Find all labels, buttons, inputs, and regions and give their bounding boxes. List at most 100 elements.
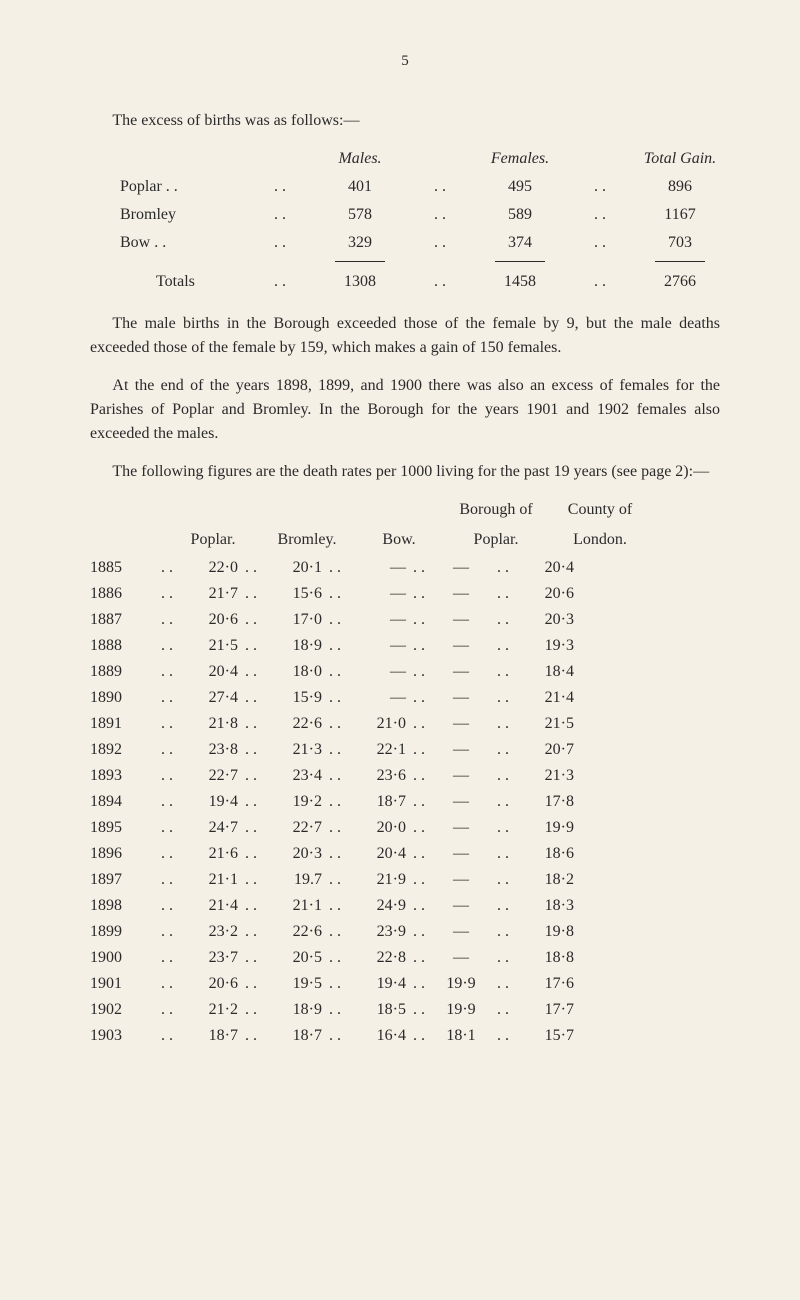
table-row: 1886. .21·7. .15·6. .—. .—. .20·6 xyxy=(90,582,720,606)
dots: . . xyxy=(406,790,432,814)
dots: . . xyxy=(154,894,180,918)
rates-header: Poplar. Bromley. Bow. Poplar. London. xyxy=(90,528,720,552)
page-number: 5 xyxy=(90,50,720,73)
dots: . . xyxy=(238,972,264,996)
cell-bow: 24·9 xyxy=(348,894,406,918)
cell-year: 1899 xyxy=(90,920,154,944)
cell-bow: 23·6 xyxy=(348,764,406,788)
dots: . . xyxy=(238,608,264,632)
dots: . . xyxy=(154,998,180,1022)
cell-poplar: 21·4 xyxy=(180,894,238,918)
intro-text: The excess of births was as follows:— xyxy=(90,109,720,133)
dots: . . xyxy=(154,738,180,762)
dots: . . xyxy=(580,231,620,255)
cell-bow: — xyxy=(348,686,406,710)
dots: . . xyxy=(322,816,348,840)
cell-year: 1897 xyxy=(90,868,154,892)
table-row: 1885. .22·0. .20·1. .—. .—. .20·4 xyxy=(90,556,720,580)
cell-bow: 19·4 xyxy=(348,972,406,996)
cell-bow: 22·8 xyxy=(348,946,406,970)
totals-males: 1308 xyxy=(300,270,420,294)
cell-borough: 18·1 xyxy=(432,1024,490,1048)
page: 5 The excess of births was as follows:— … xyxy=(0,0,800,1110)
dots: . . xyxy=(322,634,348,658)
dots: . . xyxy=(490,556,516,580)
cell-females: 495 xyxy=(460,175,580,199)
cell-poplar: 23·7 xyxy=(180,946,238,970)
totals-label: Totals xyxy=(120,270,260,294)
dots: . . xyxy=(260,231,300,255)
dots: . . xyxy=(322,1024,348,1048)
cell-borough: — xyxy=(432,686,490,710)
cell-females: 374 xyxy=(460,231,580,255)
dots: . . xyxy=(322,868,348,892)
cell-year: 1888 xyxy=(90,634,154,658)
cell-london: 20·6 xyxy=(516,582,574,606)
cell-london: 19·9 xyxy=(516,816,574,840)
dots: . . xyxy=(406,712,432,736)
cell-london: 18·3 xyxy=(516,894,574,918)
cell-borough: 19·9 xyxy=(432,972,490,996)
cell-males: 329 xyxy=(300,231,420,255)
dots: . . xyxy=(406,1024,432,1048)
dots: . . xyxy=(154,660,180,684)
dots: . . xyxy=(238,842,264,866)
dots: . . xyxy=(322,972,348,996)
dots: . . xyxy=(322,712,348,736)
cell-year: 1903 xyxy=(90,1024,154,1048)
cell-bromley: 21·3 xyxy=(264,738,322,762)
cell-london: 19·8 xyxy=(516,920,574,944)
cell-london: 21·5 xyxy=(516,712,574,736)
table-row: Bromley . . 578 . . 589 . . 1167 xyxy=(120,203,750,227)
cell-bow: 16·4 xyxy=(348,1024,406,1048)
dots: . . xyxy=(490,608,516,632)
cell-bow: 23·9 xyxy=(348,920,406,944)
cell-females: 589 xyxy=(460,203,580,227)
cell-bromley: 18·7 xyxy=(264,1024,322,1048)
cell-bromley: 23·4 xyxy=(264,764,322,788)
dots: . . xyxy=(406,608,432,632)
dots: . . xyxy=(406,686,432,710)
row-label: Poplar . . xyxy=(120,175,260,199)
dots: . . xyxy=(154,712,180,736)
totals-row: Totals . . 1308 . . 1458 . . 2766 xyxy=(120,270,750,294)
table-row: 1903. .18·7. .18·7. .16·4. .18·1. .15·7 xyxy=(90,1024,720,1048)
cell-bromley: 18·0 xyxy=(264,660,322,684)
header-bow: Bow. xyxy=(356,528,442,552)
row-label: Bromley xyxy=(120,203,260,227)
cell-poplar: 20·6 xyxy=(180,608,238,632)
dots: . . xyxy=(238,556,264,580)
dots: . . xyxy=(420,270,460,294)
table-row: Poplar . . . . 401 . . 495 . . 896 xyxy=(120,175,750,199)
dots: . . xyxy=(406,556,432,580)
cell-london: 17·8 xyxy=(516,790,574,814)
table-row: Bow . . . . 329 . . 374 . . 703 xyxy=(120,231,750,255)
header-males: Males. xyxy=(300,147,420,171)
cell-poplar: 22·0 xyxy=(180,556,238,580)
cell-london: 19·3 xyxy=(516,634,574,658)
header-borough-poplar: Poplar. xyxy=(442,528,550,552)
table-row: 1891. .21·8. .22·6. .21·0. .—. .21·5 xyxy=(90,712,720,736)
header-females: Females. xyxy=(460,147,580,171)
dots: . . xyxy=(154,764,180,788)
cell-borough: — xyxy=(432,738,490,762)
cell-london: 20·7 xyxy=(516,738,574,762)
cell-london: 17·6 xyxy=(516,972,574,996)
cell-poplar: 21·7 xyxy=(180,582,238,606)
header-bromley: Bromley. xyxy=(258,528,356,552)
cell-gain: 896 xyxy=(620,175,740,199)
cell-bromley: 20·3 xyxy=(264,842,322,866)
cell-year: 1889 xyxy=(90,660,154,684)
dots: . . xyxy=(490,1024,516,1048)
dots: . . xyxy=(260,203,300,227)
dots: . . xyxy=(490,790,516,814)
rule-line xyxy=(495,261,545,262)
dots: . . xyxy=(406,738,432,762)
cell-london: 17·7 xyxy=(516,998,574,1022)
cell-year: 1892 xyxy=(90,738,154,762)
cell-poplar: 21·8 xyxy=(180,712,238,736)
dots: . . xyxy=(238,582,264,606)
cell-borough: — xyxy=(432,582,490,606)
cell-bow: — xyxy=(348,634,406,658)
cell-borough: — xyxy=(432,894,490,918)
